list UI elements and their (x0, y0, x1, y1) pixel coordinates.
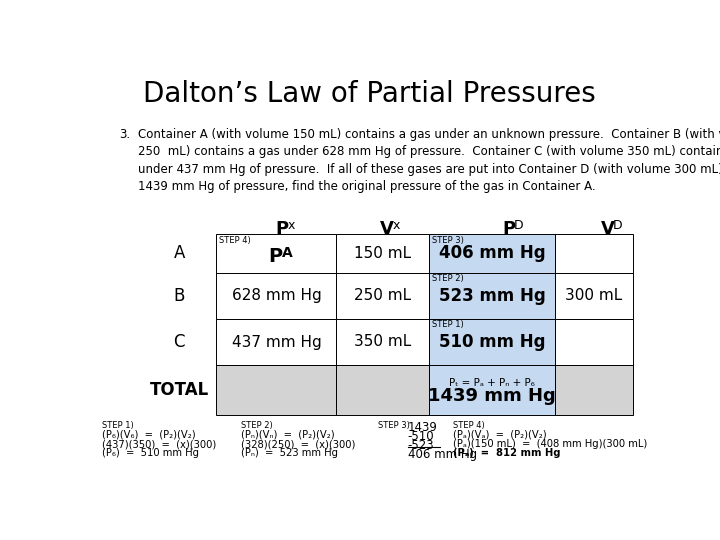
Text: -523: -523 (408, 439, 434, 452)
Text: STEP 4): STEP 4) (453, 421, 485, 429)
Text: 406 mm Hg: 406 mm Hg (439, 245, 546, 262)
Text: (P₆)  =  510 mm Hg: (P₆) = 510 mm Hg (102, 448, 199, 458)
Text: (Pₙ)  =  523 mm Hg: (Pₙ) = 523 mm Hg (241, 448, 338, 458)
Text: 628 mm Hg: 628 mm Hg (232, 288, 321, 303)
Text: TOTAL: TOTAL (150, 381, 209, 399)
Bar (555, 319, 632, 365)
Text: (437)(350)  =  (x)(300): (437)(350) = (x)(300) (102, 439, 216, 449)
Bar (429, 365, 555, 415)
Text: P: P (268, 247, 282, 266)
Text: 437 mm Hg: 437 mm Hg (232, 334, 321, 349)
Text: STEP 3): STEP 3) (432, 236, 464, 245)
Bar (216, 365, 336, 415)
Text: (328)(250)  =  (x)(300): (328)(250) = (x)(300) (241, 439, 356, 449)
Text: Container A (with volume 150 mL) contains a gas under an unknown pressure.  Cont: Container A (with volume 150 mL) contain… (138, 128, 720, 193)
Bar (336, 234, 429, 273)
Text: 406 mm Hg: 406 mm Hg (408, 448, 477, 461)
Text: -510: -510 (408, 430, 434, 443)
Text: STEP 1): STEP 1) (432, 320, 464, 329)
Bar (555, 365, 632, 415)
Text: STEP 4): STEP 4) (219, 236, 251, 245)
Bar (429, 273, 555, 319)
Text: 250 mL: 250 mL (354, 288, 412, 303)
Text: x: x (287, 219, 295, 232)
Bar (555, 273, 632, 319)
Bar (336, 319, 429, 365)
Text: (Pₐ)  =  812 mm Hg: (Pₐ) = 812 mm Hg (453, 448, 560, 458)
Text: Pₜ = Pₐ + Pₙ + P₆: Pₜ = Pₐ + Pₙ + P₆ (449, 378, 535, 388)
Text: 1439: 1439 (408, 421, 438, 434)
Text: 3.: 3. (120, 128, 130, 141)
Bar (216, 319, 336, 365)
Text: P: P (502, 220, 515, 238)
Text: 350 mL: 350 mL (354, 334, 412, 349)
Text: 510 mm Hg: 510 mm Hg (439, 333, 546, 351)
Text: D: D (613, 219, 623, 232)
Text: P: P (276, 220, 289, 238)
Text: Dalton’s Law of Partial Pressures: Dalton’s Law of Partial Pressures (143, 80, 595, 108)
Text: STEP 1): STEP 1) (102, 421, 133, 429)
Text: (Pₐ)(150 mL)  =  (408 mm Hg)(300 mL): (Pₐ)(150 mL) = (408 mm Hg)(300 mL) (453, 439, 647, 449)
Text: STEP 2): STEP 2) (241, 421, 273, 429)
Text: (P₆)(V₆)  =  (P₂)(V₂): (P₆)(V₆) = (P₂)(V₂) (102, 430, 195, 440)
Text: STEP 2): STEP 2) (432, 274, 464, 284)
Text: 523 mm Hg: 523 mm Hg (439, 287, 546, 305)
Text: V: V (380, 220, 394, 238)
Bar (555, 234, 632, 273)
Bar (336, 273, 429, 319)
Text: 150 mL: 150 mL (354, 246, 412, 261)
Text: A: A (174, 245, 185, 262)
Text: V: V (600, 220, 615, 238)
Text: 1439 mm Hg: 1439 mm Hg (428, 387, 556, 406)
Bar (216, 234, 336, 273)
Text: A: A (282, 246, 292, 260)
Text: (Pₐ)(Vₐ)  =  (P₂)(V₂): (Pₐ)(Vₐ) = (P₂)(V₂) (453, 430, 546, 440)
Text: D: D (514, 219, 523, 232)
Text: (Pₙ)(Vₙ)  =  (P₂)(V₂): (Pₙ)(Vₙ) = (P₂)(V₂) (241, 430, 335, 440)
Text: STEP 3): STEP 3) (378, 421, 410, 429)
Bar (429, 319, 555, 365)
Bar (216, 273, 336, 319)
Text: 300 mL: 300 mL (565, 288, 622, 303)
Bar (429, 234, 555, 273)
Bar (336, 365, 429, 415)
Text: x: x (392, 219, 400, 232)
Text: B: B (174, 287, 185, 305)
Text: C: C (174, 333, 185, 351)
